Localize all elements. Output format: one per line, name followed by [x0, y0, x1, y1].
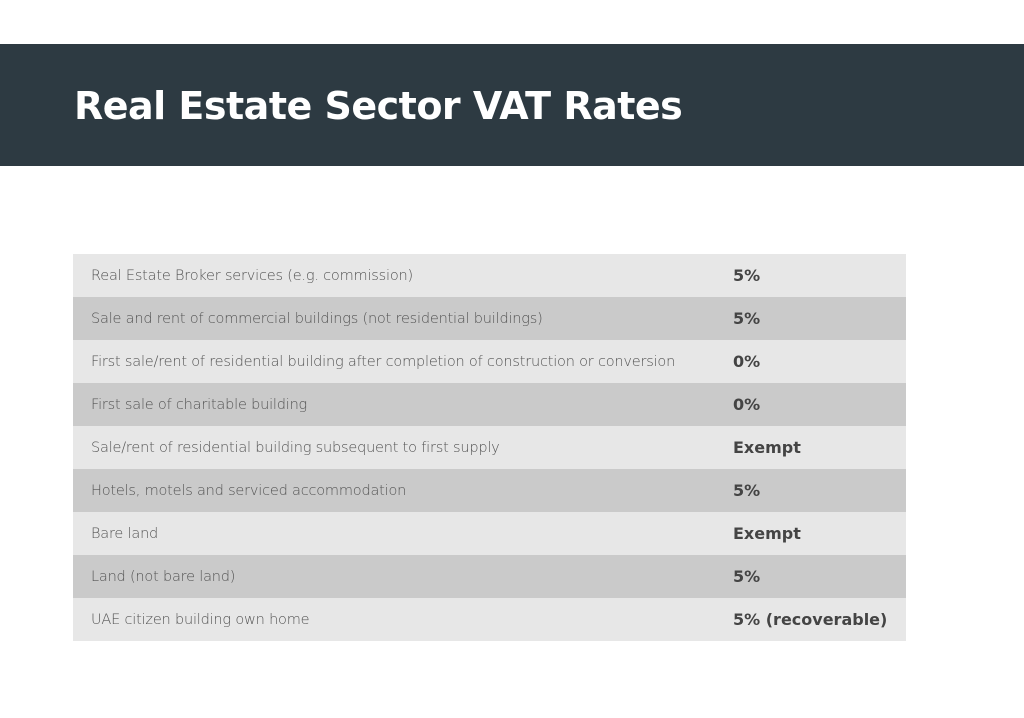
row-description: Real Estate Broker services (e.g. commis…: [91, 267, 413, 284]
row-rate: Exempt: [733, 438, 801, 457]
table-row: Sale and rent of commercial buildings (n…: [73, 297, 906, 340]
row-rate: 5%: [733, 309, 761, 328]
row-rate: 5%: [733, 266, 761, 285]
row-description: Hotels, motels and serviced accommodatio…: [91, 482, 407, 499]
row-rate: 0%: [733, 352, 761, 371]
vat-rates-table: Real Estate Broker services (e.g. commis…: [73, 254, 906, 641]
table-row: Bare land Exempt: [73, 512, 906, 555]
table-row: First sale of charitable building 0%: [73, 383, 906, 426]
table-row: Hotels, motels and serviced accommodatio…: [73, 469, 906, 512]
row-rate: 5%: [733, 567, 761, 586]
row-description: First sale/rent of residential building …: [91, 353, 676, 370]
table-row: Sale/rent of residential building subseq…: [73, 426, 906, 469]
row-description: UAE citizen building own home: [91, 611, 310, 628]
row-description: Land (not bare land): [91, 568, 236, 585]
row-rate: 5%: [733, 481, 761, 500]
header-banner: Real Estate Sector VAT Rates: [0, 44, 1024, 166]
row-rate: 5% (recoverable): [733, 610, 888, 629]
row-description: First sale of charitable building: [91, 396, 308, 413]
table-row: UAE citizen building own home 5% (recove…: [73, 598, 906, 641]
row-rate: 0%: [733, 395, 761, 414]
page-title: Real Estate Sector VAT Rates: [74, 84, 683, 128]
table-row: Real Estate Broker services (e.g. commis…: [73, 254, 906, 297]
row-description: Sale/rent of residential building subseq…: [91, 439, 500, 456]
row-rate: Exempt: [733, 524, 801, 543]
row-description: Sale and rent of commercial buildings (n…: [91, 310, 543, 327]
table-row: First sale/rent of residential building …: [73, 340, 906, 383]
row-description: Bare land: [91, 525, 159, 542]
table-row: Land (not bare land) 5%: [73, 555, 906, 598]
